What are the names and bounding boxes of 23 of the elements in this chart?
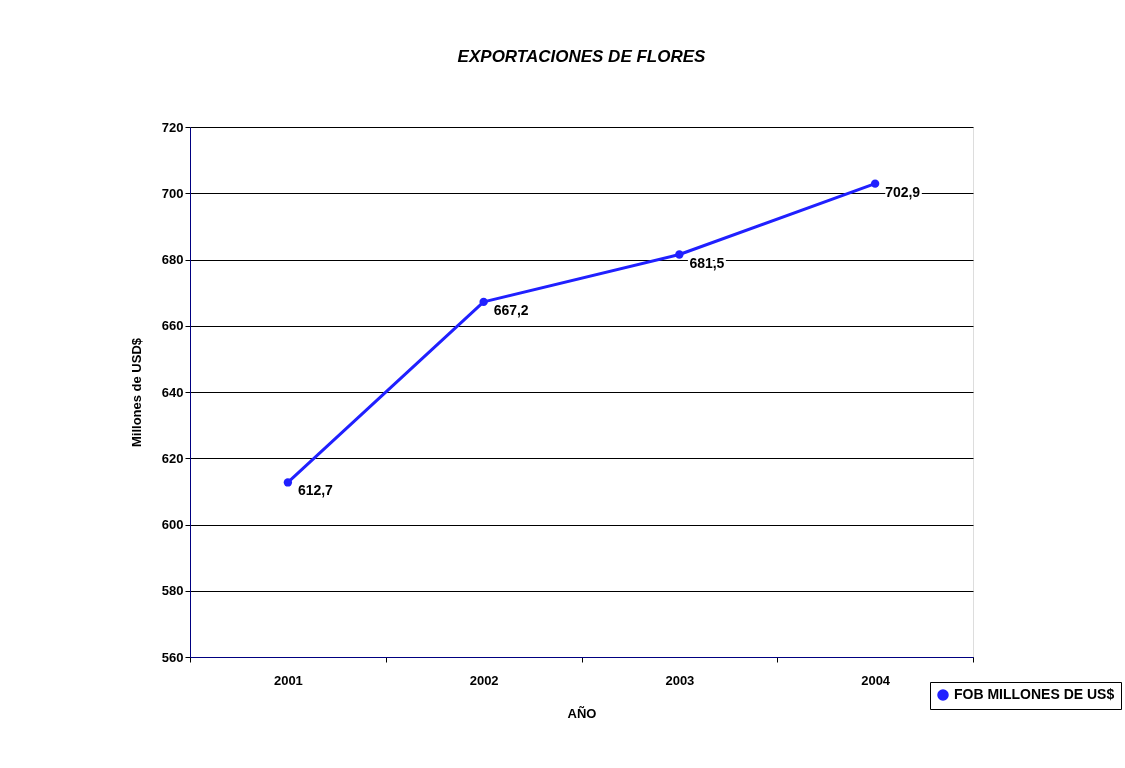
- y-tick-label: 580: [161, 583, 184, 599]
- point: [283, 478, 293, 487]
- y-tick-label: 700: [161, 185, 184, 201]
- x-tick-label: 2002: [469, 672, 499, 688]
- y-tick-label: 660: [161, 318, 184, 334]
- y-tick-label: 720: [161, 119, 184, 135]
- y-tick-label: 680: [161, 252, 184, 267]
- point: [675, 250, 684, 259]
- y-tick-label: 640: [161, 384, 184, 400]
- point: [479, 297, 488, 307]
- x-tick-label: 2001: [273, 672, 303, 688]
- x-axis-title: AÑO: [567, 705, 597, 721]
- y-tick-label: 620: [161, 450, 184, 466]
- data-label: 612,7: [297, 482, 334, 499]
- data-label: 667,2: [493, 301, 529, 318]
- point: [870, 179, 880, 188]
- x-tick-label: 2003: [665, 672, 695, 688]
- y-axis-title: Millones de USD$: [128, 337, 144, 448]
- y-tick-label: 600: [161, 517, 184, 532]
- legend-label: FOB MILLONES DE US$: [954, 686, 1115, 702]
- chart-title: EXPORTACIONES DE FLORES: [457, 47, 707, 66]
- y-tick-label: 560: [161, 649, 184, 665]
- x-tick-label: 2004: [861, 672, 891, 688]
